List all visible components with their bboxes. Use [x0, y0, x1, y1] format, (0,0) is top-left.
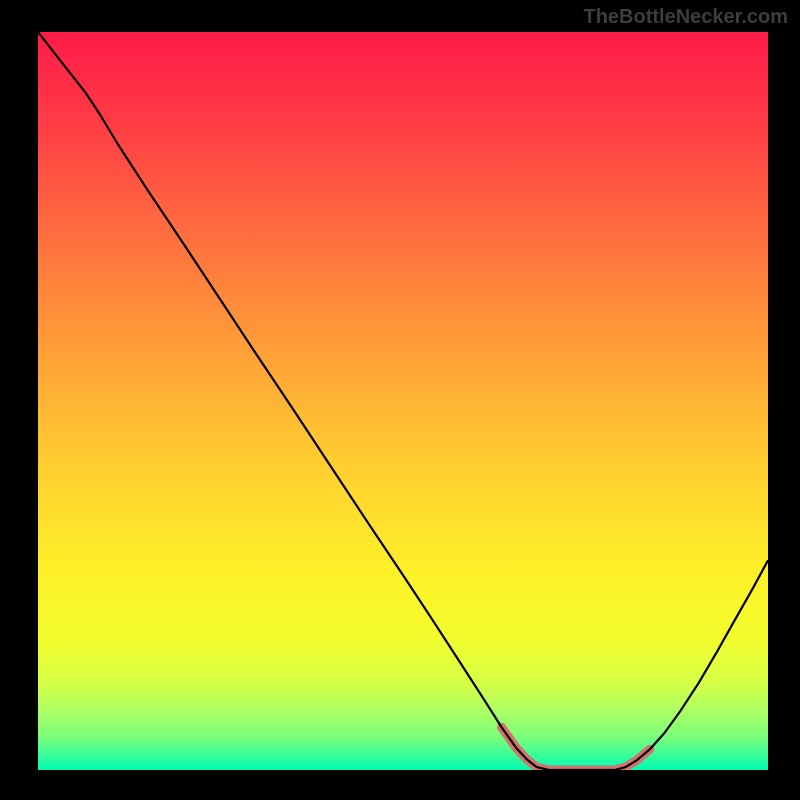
- watermark-text: TheBottleNecker.com: [583, 6, 788, 29]
- main-curve: [38, 32, 768, 770]
- chart-curve-layer: [38, 32, 768, 770]
- highlight-segment: [502, 727, 650, 770]
- chart-plot-area: [38, 32, 768, 770]
